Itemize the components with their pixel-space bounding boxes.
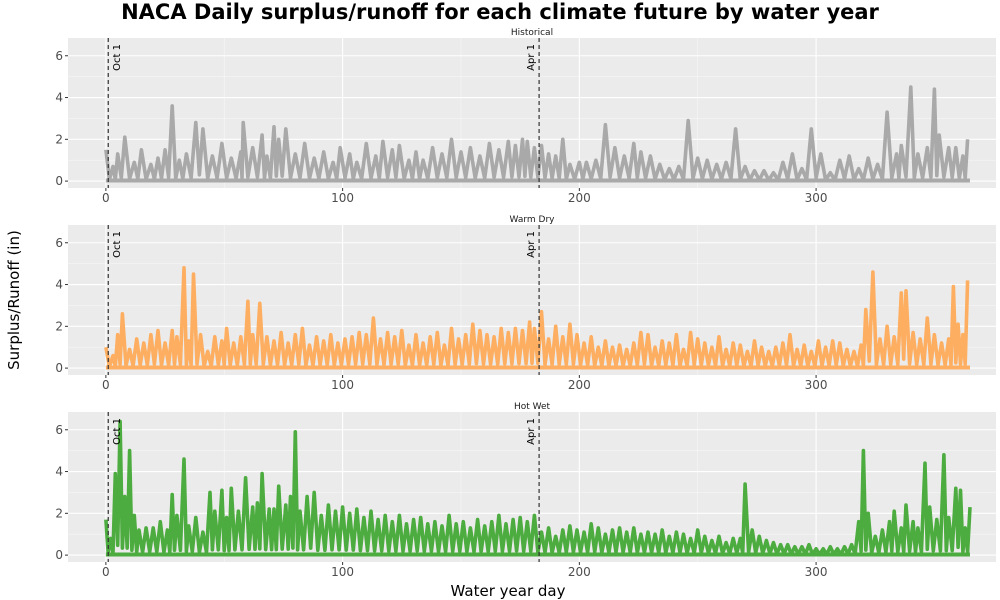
x-tick-label: 200 <box>568 565 591 579</box>
reference-line-label: Apr 1 <box>526 44 537 71</box>
y-tick-label: 2 <box>55 319 63 333</box>
x-tick-label: 0 <box>102 191 110 205</box>
x-tick-label: 200 <box>568 378 591 392</box>
panel-title-historical: Historical <box>511 28 553 38</box>
reference-line-label: Oct 1 <box>112 44 123 71</box>
y-tick-label: 4 <box>55 465 63 479</box>
y-tick-label: 2 <box>55 506 63 520</box>
x-tick-label: 0 <box>102 565 110 579</box>
panel-title-hot-wet: Hot Wet <box>514 402 551 412</box>
y-tick-label: 2 <box>55 132 63 146</box>
series-line-historical <box>104 85 970 182</box>
y-tick-label: 4 <box>55 91 63 105</box>
x-tick-label: 100 <box>331 378 354 392</box>
y-tick-label: 6 <box>55 423 63 437</box>
panel-title-warm-dry: Warm Dry <box>510 215 556 225</box>
chart-title: NACA Daily surplus/runoff for each clima… <box>121 0 879 24</box>
y-tick-label: 0 <box>55 174 63 188</box>
reference-line-label: Oct 1 <box>112 418 123 445</box>
reference-line-label: Apr 1 <box>526 418 537 445</box>
x-tick-label: 0 <box>102 378 110 392</box>
y-tick-label: 6 <box>55 236 63 250</box>
x-tick-label: 100 <box>331 191 354 205</box>
y-tick-label: 4 <box>55 278 63 292</box>
panel-historical: Historical 0 2 4 6 0 100 200 300 Oct 1 Apr 1 <box>55 28 996 205</box>
x-tick-label: 300 <box>805 378 828 392</box>
series-line-hot-wet <box>104 419 972 557</box>
y-tick-label: 6 <box>55 49 63 63</box>
series-line-warm-dry <box>104 266 970 369</box>
reference-line-label: Apr 1 <box>526 231 537 258</box>
x-tick-label: 100 <box>331 565 354 579</box>
panel-hot-wet: Hot Wet 0 2 4 6 0 100 200 300 Oct 1 Apr 1 <box>55 402 996 579</box>
y-tick-label: 0 <box>55 361 63 375</box>
x-tick-label: 300 <box>805 191 828 205</box>
panel-warm-dry: Warm Dry 0 2 4 6 0 100 200 300 Oct 1 Apr 1 <box>55 215 996 392</box>
reference-line-label: Oct 1 <box>112 231 123 258</box>
x-axis-label: Water year day <box>450 582 566 600</box>
x-tick-label: 300 <box>805 565 828 579</box>
x-tick-label: 200 <box>568 191 591 205</box>
y-tick-label: 0 <box>55 548 63 562</box>
